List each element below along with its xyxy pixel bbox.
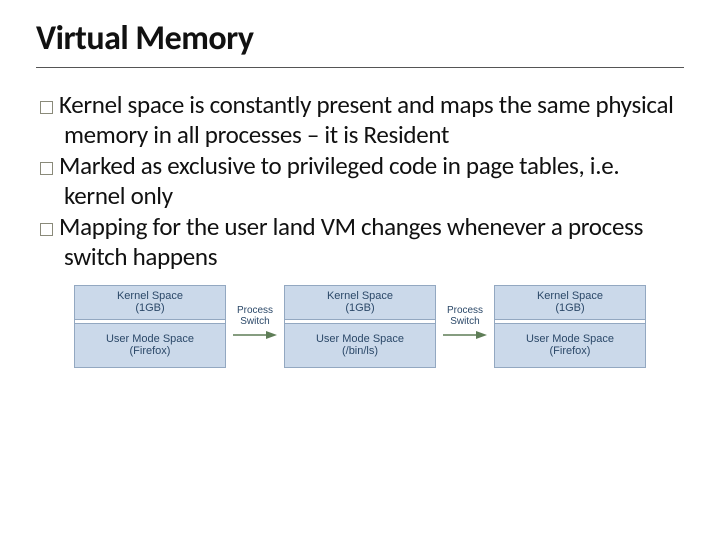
arrow-label-line: Process	[447, 306, 483, 316]
bullet-item: Marked as exclusive to privileged code i…	[40, 151, 680, 210]
arrow-label-line: Switch	[240, 317, 269, 327]
kernel-label: Kernel Space	[287, 290, 433, 302]
memory-diagram: Kernel Space (1GB) User Mode Space (Fire…	[36, 285, 684, 368]
square-bullet-icon	[40, 101, 53, 114]
user-space-region: User Mode Space (Firefox)	[495, 324, 645, 367]
kernel-label: Kernel Space	[77, 290, 223, 302]
memory-box: Kernel Space (1GB) User Mode Space (Fire…	[74, 285, 226, 368]
user-space-region: User Mode Space (Firefox)	[75, 324, 225, 367]
title-underline	[36, 67, 684, 68]
user-label: User Mode Space	[287, 333, 433, 345]
arrow-label-line: Switch	[450, 317, 479, 327]
memory-box: Kernel Space (1GB) User Mode Space (/bin…	[284, 285, 436, 368]
kernel-space-region: Kernel Space (1GB)	[75, 286, 225, 319]
user-label: User Mode Space	[497, 333, 643, 345]
bullet-item: Mapping for the user land VM changes whe…	[40, 212, 680, 271]
user-process: (Firefox)	[497, 345, 643, 357]
slide: Virtual Memory Kernel space is constantl…	[0, 0, 720, 540]
kernel-size: (1GB)	[287, 302, 433, 314]
arrow-icon	[232, 328, 278, 342]
square-bullet-icon	[40, 223, 53, 236]
arrow-icon	[442, 328, 488, 342]
user-label: User Mode Space	[77, 333, 223, 345]
slide-title: Virtual Memory	[36, 18, 684, 65]
kernel-label: Kernel Space	[497, 290, 643, 302]
memory-box: Kernel Space (1GB) User Mode Space (Fire…	[494, 285, 646, 368]
user-process: (Firefox)	[77, 345, 223, 357]
bullet-text: Marked as exclusive to privileged code i…	[59, 150, 619, 211]
arrow-label-line: Process	[237, 306, 273, 316]
kernel-size: (1GB)	[497, 302, 643, 314]
user-process: (/bin/ls)	[287, 345, 433, 357]
square-bullet-icon	[40, 162, 53, 175]
bullet-item: Kernel space is constantly present and m…	[40, 90, 680, 149]
bullet-text: Mapping for the user land VM changes whe…	[59, 211, 643, 272]
kernel-space-region: Kernel Space (1GB)	[285, 286, 435, 319]
bullet-list: Kernel space is constantly present and m…	[36, 90, 684, 271]
kernel-space-region: Kernel Space (1GB)	[495, 286, 645, 319]
user-space-region: User Mode Space (/bin/ls)	[285, 324, 435, 367]
kernel-size: (1GB)	[77, 302, 223, 314]
bullet-text: Kernel space is constantly present and m…	[59, 89, 674, 150]
process-switch-arrow: Process Switch	[232, 306, 278, 342]
process-switch-arrow: Process Switch	[442, 306, 488, 342]
